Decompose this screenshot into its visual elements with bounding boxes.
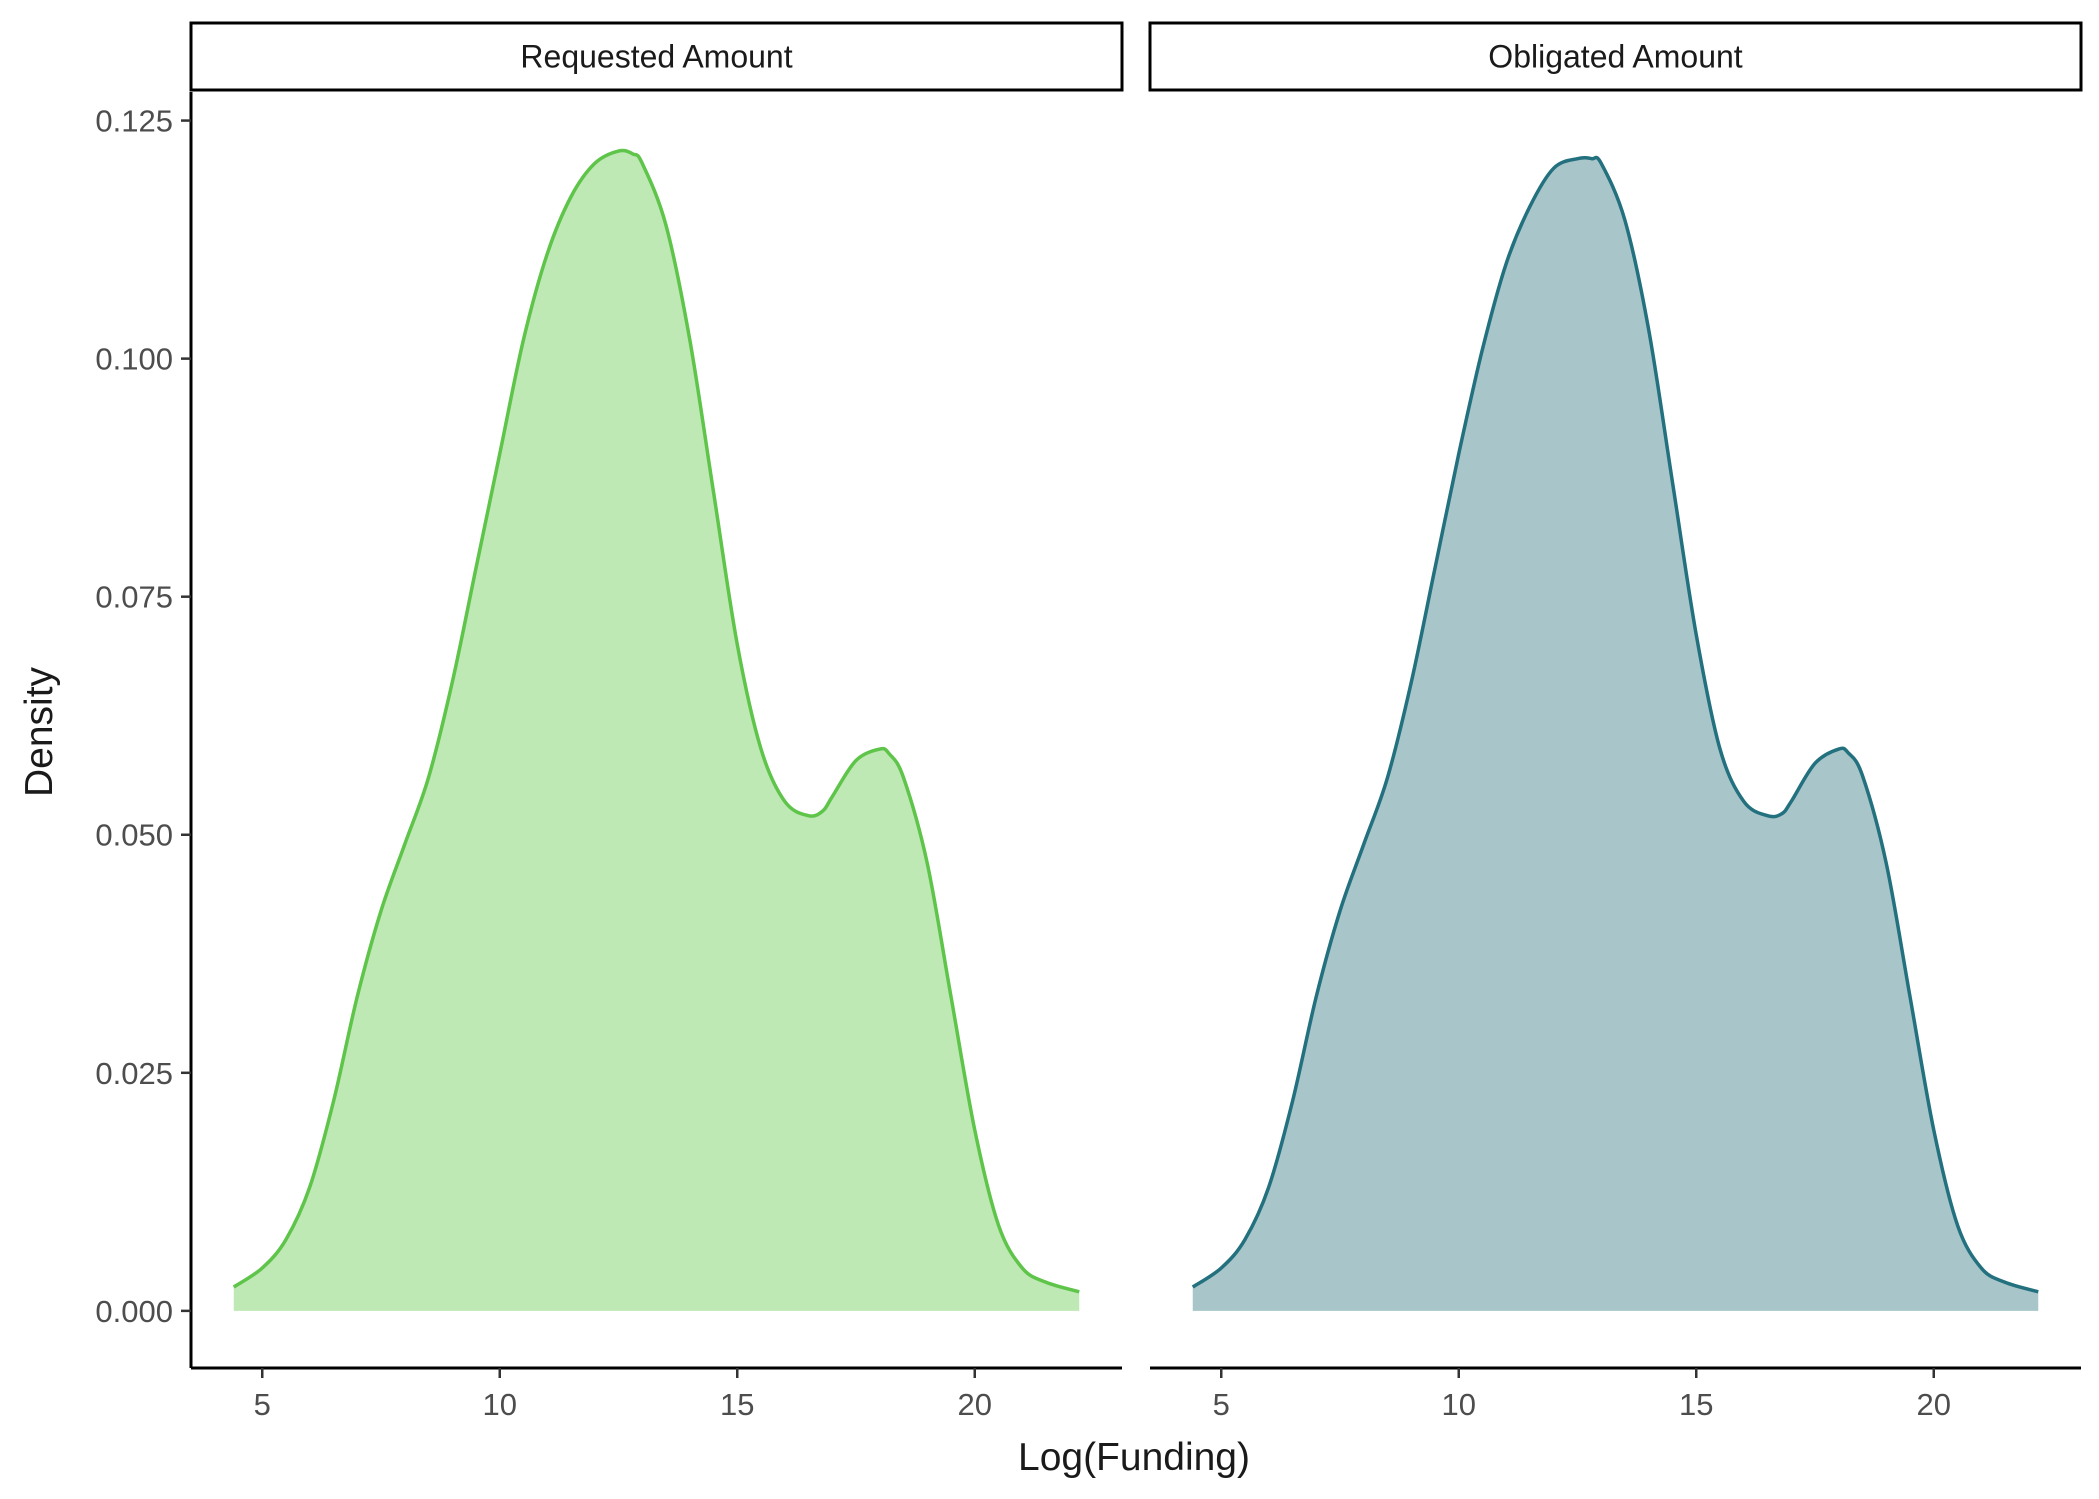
x-tick-label: 5: [1213, 1387, 1230, 1422]
facet-strip-label: Requested Amount: [520, 39, 792, 75]
y-tick-label: 0.125: [95, 104, 173, 139]
density-area: [1192, 157, 2039, 1311]
x-tick-label: 15: [720, 1387, 754, 1422]
x-tick-label: 5: [254, 1387, 271, 1422]
facet-panel: Obligated Amount 5 10 15 20: [1148, 21, 2083, 1422]
x-axis-title: Log(Funding): [1018, 1436, 1250, 1479]
y-tick-label: 0.075: [95, 580, 173, 615]
density-line: [232, 148, 1080, 1294]
x-tick-label: 20: [958, 1387, 992, 1422]
facet-strip: [189, 21, 1124, 92]
y-tick-label: 0.100: [95, 342, 173, 377]
facet-strip: [1148, 21, 2083, 92]
x-tick-label: 10: [483, 1387, 517, 1422]
facet-strip-label: Obligated Amount: [1488, 39, 1743, 75]
panels-layer: Requested Amount 5 10 15 20 0.000 0.025 0.050 0.…: [95, 21, 2083, 1422]
x-tick-label: 10: [1442, 1387, 1476, 1422]
density-line: [1191, 155, 2039, 1294]
facet-panel: Requested Amount 5 10 15 20 0.000 0.025 0.050 0.…: [95, 21, 1124, 1422]
y-tick-label: 0.025: [95, 1056, 173, 1091]
y-tick-label: 0.000: [95, 1294, 173, 1329]
density-area: [233, 150, 1080, 1311]
y-axis-title: Density: [18, 666, 61, 797]
y-tick-label: 0.050: [95, 818, 173, 853]
x-tick-label: 15: [1679, 1387, 1713, 1422]
x-tick-label: 20: [1917, 1387, 1951, 1422]
